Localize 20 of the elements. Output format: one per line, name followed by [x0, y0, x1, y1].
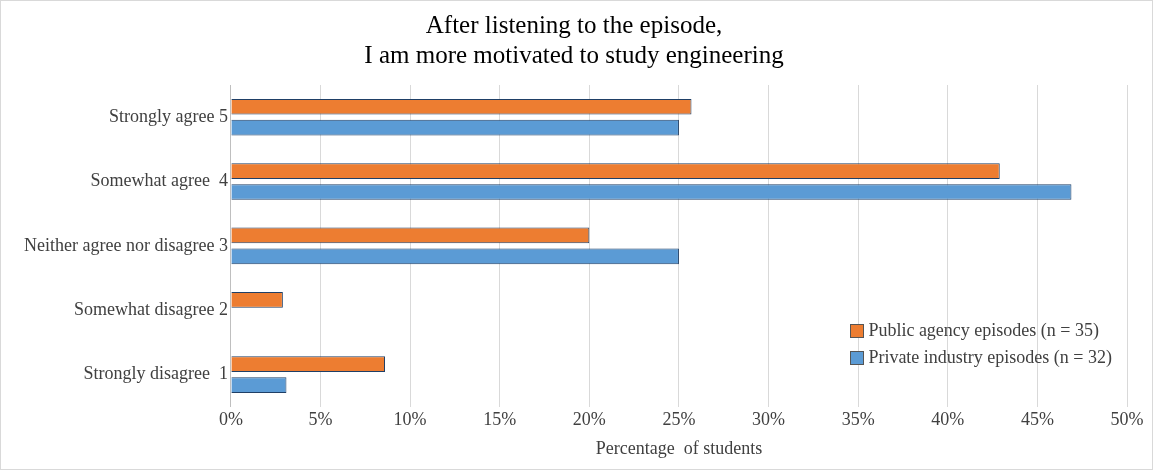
- y-tick-label: Strongly agree 5: [108, 105, 228, 126]
- y-tick-label: Strongly disagree 1: [83, 363, 228, 384]
- x-tick-label: 5%: [308, 409, 333, 430]
- x-tick-label: 30%: [752, 409, 786, 430]
- x-tick-label: 25%: [662, 409, 696, 430]
- x-tick-label: 0%: [218, 409, 243, 430]
- chart-title: After listening to the episode, I am more motivated to study engineering: [364, 10, 785, 68]
- x-tick-label: 50%: [1110, 409, 1144, 430]
- x-tick-label: 20%: [572, 409, 606, 430]
- x-tick-label: 15%: [483, 409, 517, 430]
- x-tick-label: 45%: [1020, 409, 1054, 430]
- y-tick-label: Neither agree nor disagree 3: [23, 234, 228, 255]
- y-tick-label: Somewhat disagree 2: [73, 298, 228, 319]
- legend-label: Public agency episodes (n = 35): [868, 320, 1099, 341]
- x-axis-title: Percentage of students: [595, 437, 763, 458]
- y-tick-label: Somewhat agree 4: [90, 170, 228, 191]
- legend-label: Private industry episodes (n = 32): [868, 347, 1112, 368]
- x-tick-label: 40%: [931, 409, 965, 430]
- x-tick-label: 35%: [841, 409, 875, 430]
- x-tick-label: 10%: [393, 409, 427, 430]
